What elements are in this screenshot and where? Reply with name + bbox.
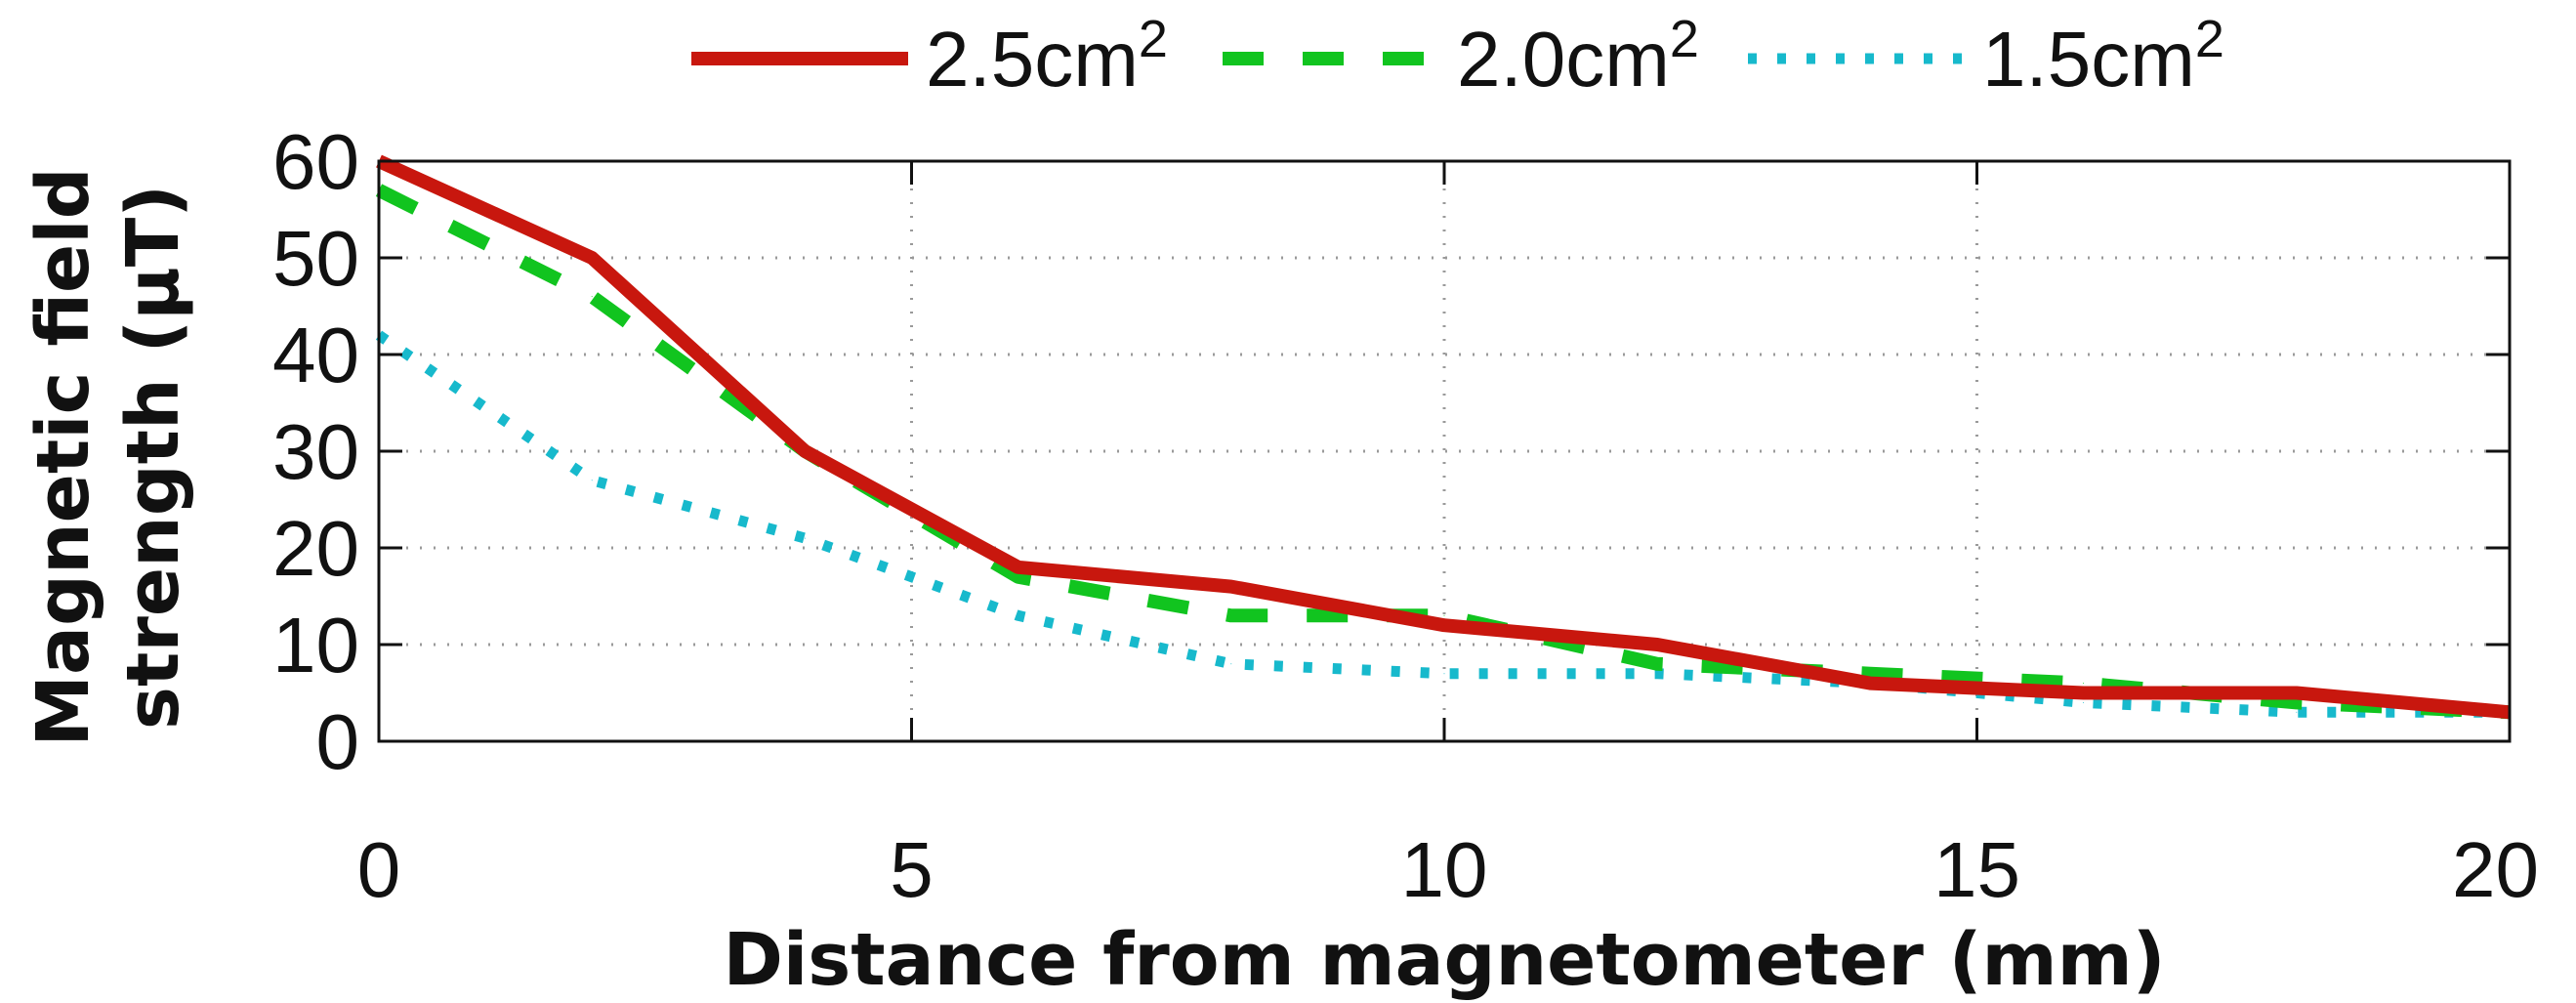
series-1-point (2296, 701, 2298, 703)
series-2-point (1656, 673, 1658, 675)
legend-label-superscript: 2 (1139, 10, 1168, 68)
series-line-1 (375, 184, 2511, 720)
x-tick-label: 0 (357, 826, 401, 913)
series-2-point (1443, 673, 1445, 675)
y-tick-label: 40 (272, 312, 359, 398)
series-0-point (1443, 624, 1445, 626)
series-2-point (1230, 663, 1232, 665)
series-2-point (804, 537, 806, 539)
legend-label-0: 2.5cm2 (926, 10, 1168, 103)
grid (379, 161, 2510, 741)
series-0-point (1869, 683, 1871, 685)
y-axis-title: Magnetic field strength (µT) (21, 167, 195, 746)
y-tick-label: 20 (272, 505, 359, 592)
y-axis-title-line1: Magnetic field (21, 167, 105, 746)
series-0-point (2296, 692, 2298, 693)
legend-label-text: 2.0cm (1457, 16, 1670, 103)
legend: 2.5cm2 2.0cm2 1.5cm2 (691, 10, 2224, 103)
series-0-point (1656, 644, 1658, 646)
legend-label-superscript: 2 (2195, 10, 2224, 68)
x-tick-label: 20 (2452, 826, 2539, 913)
y-tick-label: 30 (272, 408, 359, 495)
x-tick-labels: 0 5 10 15 20 (357, 161, 2539, 913)
y-axis-title-line2: strength (µT) (111, 185, 195, 730)
series-1-point (1656, 663, 1658, 665)
series-1-point (1869, 673, 1871, 675)
series-0-point (2083, 692, 2085, 693)
series-0-point (591, 257, 593, 259)
series-2-point (2296, 711, 2298, 713)
y-tick-label: 60 (272, 118, 359, 205)
y-tick-labels: 0 10 20 30 40 50 60 (272, 118, 2510, 785)
series-2-point (2083, 701, 2085, 703)
legend-label-1: 2.0cm2 (1457, 10, 1699, 103)
x-tick-label: 10 (1401, 826, 1488, 913)
x-tick-label: 15 (1933, 826, 2020, 913)
series-0-point (1230, 586, 1232, 588)
legend-label-text: 2.5cm (926, 16, 1139, 103)
x-tick-label: 5 (890, 826, 934, 913)
series-1-point (591, 296, 593, 298)
y-tick-label: 50 (272, 215, 359, 302)
y-tick-label: 10 (272, 602, 359, 689)
series-1-point (1443, 614, 1445, 616)
series-line-2 (375, 330, 2510, 718)
legend-label-2: 1.5cm2 (1982, 10, 2224, 103)
legend-label-text: 1.5cm (1982, 16, 2195, 103)
series-0-point (804, 450, 806, 452)
series-1-point (2083, 683, 2085, 685)
legend-label-superscript: 2 (1670, 10, 1699, 68)
x-axis-title: Distance from magnetometer (mm) (723, 918, 2165, 1002)
y-tick-label: 0 (316, 698, 360, 785)
series-2-point (591, 480, 593, 481)
series-1-point (1230, 614, 1232, 616)
